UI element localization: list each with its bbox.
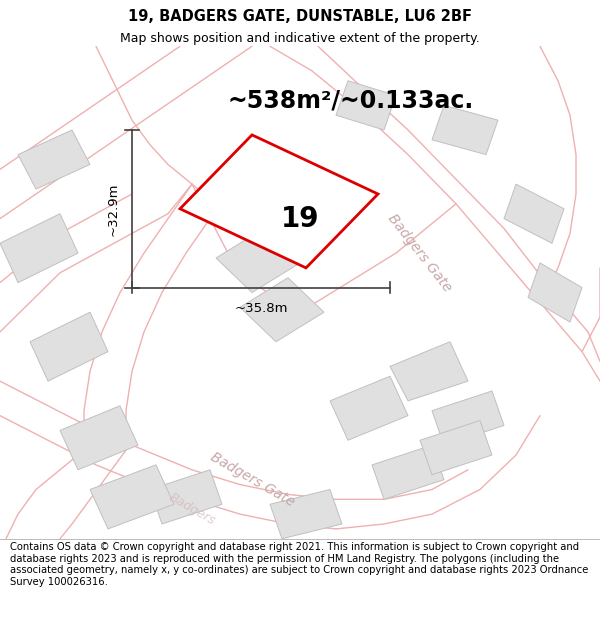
Polygon shape <box>336 81 396 130</box>
Text: ~35.8m: ~35.8m <box>234 302 288 316</box>
Polygon shape <box>372 445 444 499</box>
Polygon shape <box>240 278 324 342</box>
Polygon shape <box>18 130 90 189</box>
Polygon shape <box>330 376 408 440</box>
Polygon shape <box>432 391 504 445</box>
Polygon shape <box>60 406 138 470</box>
Polygon shape <box>432 106 498 154</box>
Text: 19, BADGERS GATE, DUNSTABLE, LU6 2BF: 19, BADGERS GATE, DUNSTABLE, LU6 2BF <box>128 9 472 24</box>
Text: 19: 19 <box>281 204 319 232</box>
Text: Badgers Gate: Badgers Gate <box>385 211 455 295</box>
Polygon shape <box>228 179 330 248</box>
Text: Contains OS data © Crown copyright and database right 2021. This information is : Contains OS data © Crown copyright and d… <box>10 542 588 587</box>
Text: ~32.9m: ~32.9m <box>107 182 120 236</box>
Polygon shape <box>30 312 108 381</box>
Text: Badgers Gate: Badgers Gate <box>208 450 296 509</box>
Polygon shape <box>504 184 564 243</box>
Text: Badgers: Badgers <box>167 491 217 528</box>
Polygon shape <box>420 421 492 475</box>
Text: Map shows position and indicative extent of the property.: Map shows position and indicative extent… <box>120 32 480 46</box>
Polygon shape <box>216 229 300 292</box>
Polygon shape <box>528 263 582 322</box>
Polygon shape <box>0 214 78 282</box>
Polygon shape <box>390 342 468 401</box>
Text: ~538m²/~0.133ac.: ~538m²/~0.133ac. <box>228 88 474 112</box>
Polygon shape <box>150 470 222 524</box>
Polygon shape <box>90 465 174 529</box>
Polygon shape <box>180 135 378 268</box>
Polygon shape <box>270 489 342 539</box>
